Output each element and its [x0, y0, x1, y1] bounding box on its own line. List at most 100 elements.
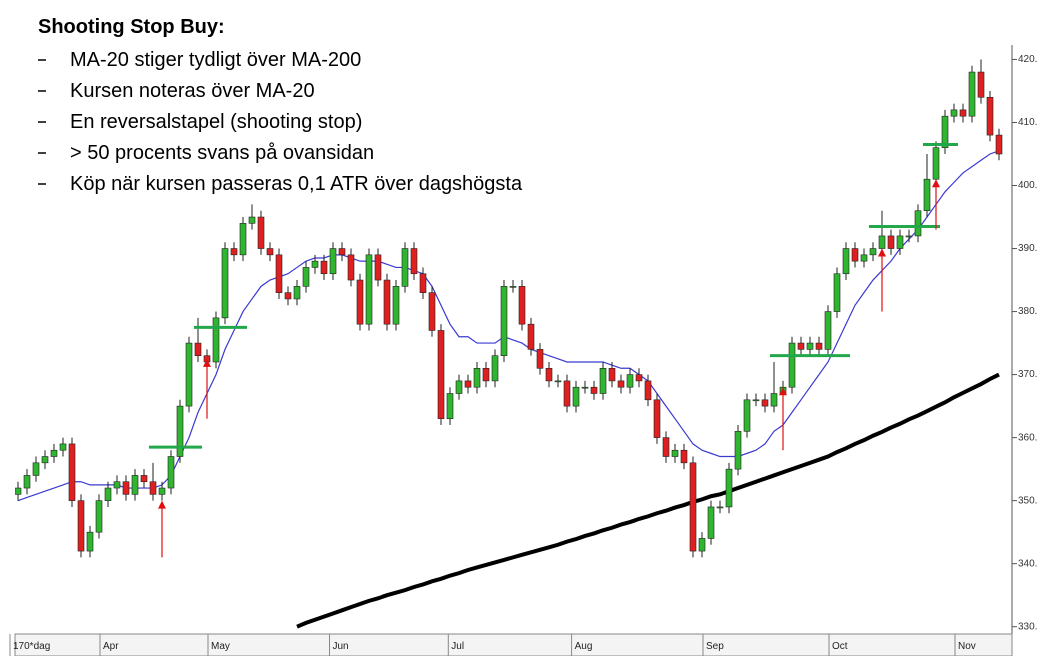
candle-body [167, 456, 175, 489]
y-tick-label: 340. [1018, 558, 1037, 569]
candle-body [113, 481, 121, 489]
candle-body [869, 248, 877, 256]
candle-body [995, 134, 1003, 155]
candle-body [662, 437, 670, 457]
candle-body [464, 380, 472, 388]
candle-body [716, 506, 724, 509]
candle-body [644, 380, 652, 401]
candle-body [860, 254, 868, 262]
candle-body [329, 248, 337, 275]
candle-body [104, 487, 112, 501]
candle-body [878, 235, 886, 249]
y-tick-label: 420. [1018, 54, 1037, 65]
candle-body [257, 216, 265, 249]
arrow-head [878, 248, 886, 257]
bullet-text: Kursen noteras över MA-20 [70, 80, 315, 102]
candle-body [725, 468, 733, 508]
candle-body [698, 538, 706, 552]
candle-body [122, 481, 130, 495]
candle-body [671, 449, 679, 457]
candle-body [95, 500, 103, 533]
candle-body [635, 374, 643, 382]
candle-body [482, 367, 490, 382]
candle-body [941, 115, 949, 148]
bullet-text: En reversalstapel (shooting stop) [70, 111, 362, 133]
candle-body [221, 248, 229, 319]
candle-body [545, 367, 553, 382]
candle-body [581, 386, 589, 389]
candle-body [230, 248, 238, 256]
candle-body [347, 254, 355, 281]
y-tick-label: 410. [1018, 117, 1037, 128]
x-axis-strip [14, 633, 1013, 656]
candle-body [491, 355, 499, 382]
candle-body [392, 286, 400, 325]
candle-body [959, 109, 967, 117]
candle-body [275, 254, 283, 293]
candle-body [599, 367, 607, 394]
candle-body [158, 487, 166, 495]
candle-body [815, 342, 823, 350]
candle-body [797, 342, 805, 350]
candle-body [788, 342, 796, 388]
y-tick-label: 360. [1018, 432, 1037, 443]
candle-body [284, 292, 292, 300]
candle-body [914, 210, 922, 237]
candle-body [248, 216, 256, 224]
candle-body [932, 147, 940, 180]
candle-body [266, 248, 274, 256]
candle-body [734, 431, 742, 470]
candle-body [293, 286, 301, 300]
x-tick-label: 170*dag [13, 641, 50, 652]
x-tick-label: Nov [958, 641, 976, 652]
candle-body [374, 254, 382, 281]
candle-body [176, 405, 184, 457]
candle-body [419, 273, 427, 293]
x-tick-label: Sep [706, 641, 724, 652]
candle-body [455, 380, 463, 394]
y-tick-label: 370. [1018, 369, 1037, 380]
candle-body [149, 481, 157, 495]
candle-body [950, 109, 958, 117]
candle-body [428, 292, 436, 331]
candle-body [500, 286, 508, 356]
candle-body [680, 449, 688, 464]
candle-body [851, 248, 859, 262]
candle-body [194, 342, 202, 356]
candle-body [905, 235, 913, 238]
candle-body [572, 386, 580, 407]
candle-body [356, 279, 364, 325]
candle-body [986, 96, 994, 136]
candle-body [68, 443, 76, 501]
candle-body [977, 71, 985, 98]
x-tick-label: Jun [333, 641, 349, 652]
candle-body [743, 399, 751, 432]
x-tick-label: Apr [103, 641, 119, 652]
candle-body [437, 330, 445, 420]
candle-body [518, 286, 526, 325]
candle-body [770, 393, 778, 407]
candle-body [842, 248, 850, 275]
candle-body [320, 260, 328, 275]
x-tick-label: Aug [575, 641, 593, 652]
x-tick-label: Oct [832, 641, 848, 652]
candle-body [536, 349, 544, 369]
candle-body [401, 248, 409, 287]
candle-body [365, 254, 373, 325]
y-tick-label: 400. [1018, 180, 1037, 191]
candle-body [473, 367, 481, 388]
candle-body [707, 506, 715, 539]
arrow-head [779, 387, 787, 396]
candle-body [761, 399, 769, 407]
y-tick-label: 390. [1018, 243, 1037, 254]
arrow-head [158, 500, 166, 509]
candle-body [824, 311, 832, 350]
candle-body [626, 374, 634, 388]
y-tick-label: 350. [1018, 495, 1037, 506]
candle-body [50, 449, 58, 457]
candle-body [896, 235, 904, 249]
candle-body [527, 323, 535, 350]
plot [15, 59, 1003, 629]
